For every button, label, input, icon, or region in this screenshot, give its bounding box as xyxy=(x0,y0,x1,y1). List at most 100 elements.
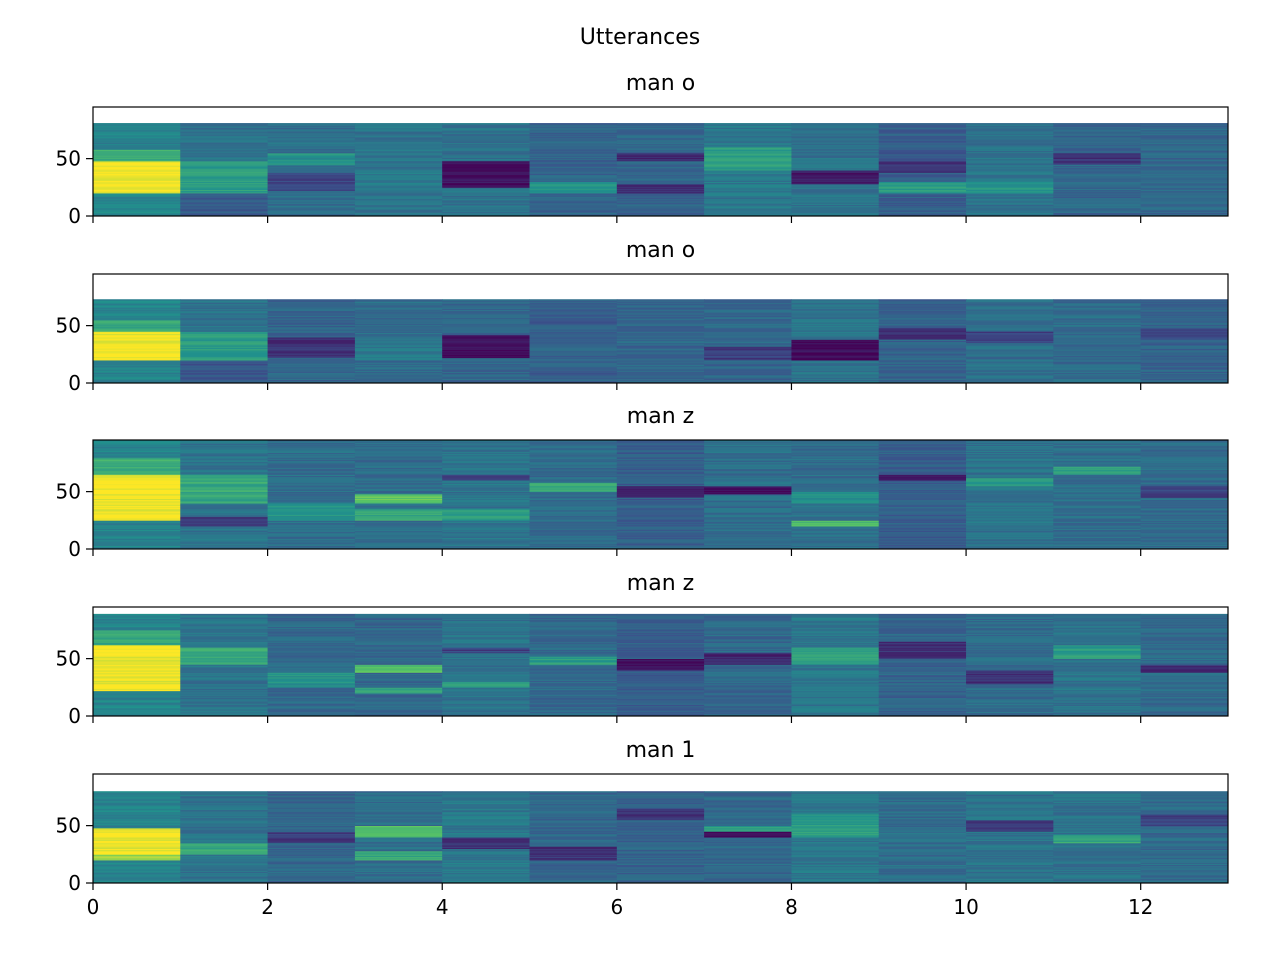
heatmap-cell xyxy=(267,798,356,800)
heatmap-cell xyxy=(180,189,269,192)
heatmap-cell xyxy=(791,660,880,663)
heatmap-cell xyxy=(529,347,618,349)
heatmap-cell xyxy=(704,315,792,317)
heatmap-cell xyxy=(704,124,792,126)
heatmap-cell xyxy=(791,699,880,702)
heatmap-cell xyxy=(442,162,530,164)
heatmap-cell xyxy=(93,509,181,512)
heatmap-cell xyxy=(180,186,269,188)
heatmap-cell xyxy=(354,212,443,215)
heatmap-cell xyxy=(93,342,181,345)
heatmap-cell xyxy=(529,165,618,168)
heatmap-cell xyxy=(1053,199,1142,202)
heatmap-cell xyxy=(267,706,356,709)
heatmap-cell xyxy=(529,620,618,623)
heatmap-cell xyxy=(180,166,269,169)
heatmap-cell xyxy=(442,704,530,707)
heatmap-cell xyxy=(180,819,269,822)
heatmap-cell xyxy=(354,126,443,129)
heatmap-cell xyxy=(704,709,792,711)
heatmap-cell xyxy=(93,201,181,203)
heatmap-cell xyxy=(616,519,705,521)
heatmap-cell xyxy=(1140,475,1229,478)
heatmap-cell xyxy=(966,357,1054,360)
heatmap-cell xyxy=(267,451,356,454)
heatmap-cell xyxy=(442,150,530,153)
heatmap-cell xyxy=(878,663,967,665)
heatmap-cell xyxy=(354,682,443,685)
heatmap-cell xyxy=(878,204,967,207)
heatmap-cell xyxy=(267,159,356,162)
heatmap-cell xyxy=(354,345,443,347)
heatmap-cell xyxy=(704,512,792,514)
heatmap-cell xyxy=(1140,523,1229,526)
heatmap-cell xyxy=(616,697,705,700)
heatmap-cell xyxy=(1140,507,1229,510)
heatmap-cell xyxy=(704,667,792,670)
heatmap-cell xyxy=(791,514,880,517)
heatmap-cell xyxy=(616,362,705,364)
heatmap-cell xyxy=(791,672,880,674)
heatmap-cell xyxy=(93,198,181,201)
heatmap-cell xyxy=(1140,450,1229,452)
heatmap-cell xyxy=(442,818,530,821)
heatmap-cell xyxy=(267,333,356,336)
heatmap-cell xyxy=(267,497,356,499)
heatmap-cell xyxy=(616,815,705,817)
heatmap-cell xyxy=(791,189,880,192)
heatmap-cell xyxy=(267,203,356,205)
heatmap-cell xyxy=(267,834,356,837)
heatmap-cell xyxy=(267,306,356,308)
heatmap-cell xyxy=(616,649,705,651)
heatmap-cell xyxy=(354,800,443,802)
heatmap-cell xyxy=(704,496,792,498)
heatmap-cell xyxy=(93,314,181,316)
heatmap-cell xyxy=(1053,518,1142,520)
heatmap-cell xyxy=(442,171,530,173)
heatmap-cell xyxy=(966,643,1054,646)
heatmap-cell xyxy=(1140,303,1229,306)
heatmap-cell xyxy=(354,511,443,513)
heatmap-cell xyxy=(704,158,792,161)
heatmap-cell xyxy=(1053,135,1142,138)
heatmap-cell xyxy=(180,668,269,671)
heatmap-cell xyxy=(354,633,443,635)
heatmap-cell xyxy=(529,377,618,379)
heatmap-cell xyxy=(966,154,1054,156)
heatmap-cell xyxy=(267,687,356,689)
heatmap-cell xyxy=(529,796,618,799)
heatmap-cell xyxy=(267,337,356,339)
heatmap-cell xyxy=(180,475,269,478)
heatmap-cell xyxy=(791,160,880,163)
heatmap-cell xyxy=(267,865,356,868)
heatmap-cell xyxy=(529,689,618,692)
heatmap-cell xyxy=(966,203,1054,205)
heatmap-cell xyxy=(442,212,530,215)
heatmap-cell xyxy=(93,140,181,142)
heatmap-cell xyxy=(878,360,967,362)
heatmap-cell xyxy=(354,860,443,862)
heatmap-cell xyxy=(267,626,356,629)
heatmap-cell xyxy=(93,453,181,456)
heatmap-cell xyxy=(354,125,443,127)
heatmap-cell xyxy=(93,329,181,331)
heatmap-cell xyxy=(529,460,618,463)
heatmap-cell xyxy=(267,840,356,843)
heatmap-cell xyxy=(616,129,705,132)
heatmap-cell xyxy=(354,166,443,169)
heatmap-cell xyxy=(878,368,967,370)
heatmap-cell xyxy=(442,301,530,304)
heatmap-cell xyxy=(1053,706,1142,709)
heatmap-cell xyxy=(354,124,443,126)
heatmap-cell xyxy=(267,613,356,616)
heatmap-cell xyxy=(93,465,181,467)
heatmap-cell xyxy=(180,688,269,691)
heatmap-cell xyxy=(878,688,967,691)
heatmap-cell xyxy=(267,869,356,871)
heatmap-cell xyxy=(529,149,618,151)
heatmap-cell xyxy=(354,142,443,145)
heatmap-cell xyxy=(354,128,443,131)
heatmap-cell xyxy=(1053,304,1142,307)
heatmap-cell xyxy=(1140,664,1229,666)
heatmap-cell xyxy=(878,334,967,337)
